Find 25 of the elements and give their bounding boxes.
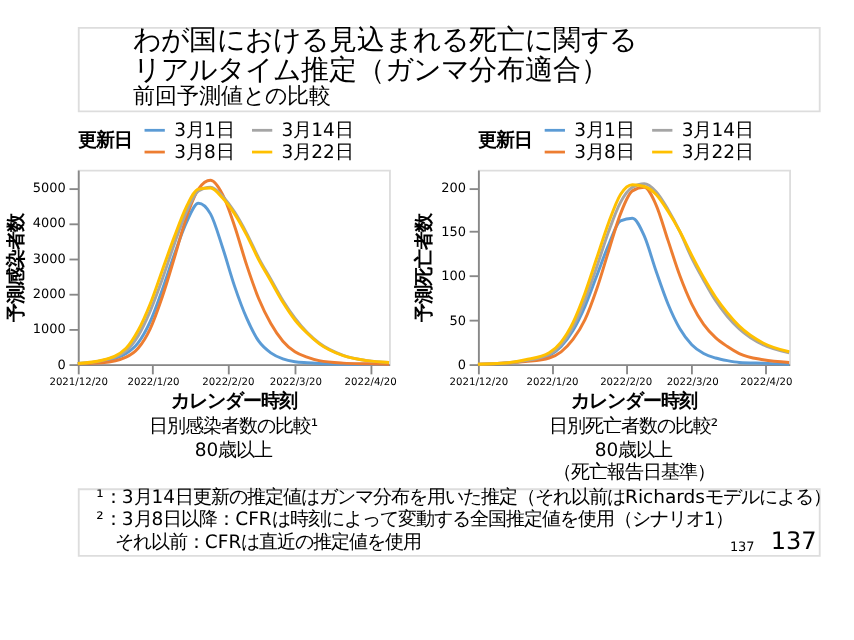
x-axis-title: カレンダー時刻 (571, 390, 698, 413)
text: リアルタイム推定（ガンマ分布適合） (133, 54, 610, 87)
text: 137 (770, 527, 817, 556)
text: ¹：3月14日更新の推定値はガンマ分布を用いた推定（それ以前はRichardsモデルによる） (96, 487, 831, 510)
legend-label: 3月14日 (281, 119, 353, 142)
legend-label: 3月14日 (681, 119, 754, 142)
y-axis-title: 予測感染者数 (5, 211, 28, 324)
legend-title: 更新日 (477, 129, 532, 152)
legend-label: 3月22日 (281, 141, 353, 164)
legend-label: 3月22日 (681, 141, 754, 164)
x-axis-title: カレンダー時刻 (171, 390, 298, 413)
text: 前回予測値との比較 (133, 82, 332, 109)
text: わが国における見込まれる死亡に関する (133, 25, 638, 58)
legend-label: 3月1日 (174, 119, 234, 142)
text: 80歳以上（死亡報告日基準） (552, 439, 715, 485)
legend-label: 3月1日 (574, 119, 634, 142)
text: ²：3月8日以降：CFRは時刻によって変動する全国推定値を使用（シナリオ1） (96, 509, 734, 532)
text: それ以前：CFRは直近の推定値を使用 (114, 531, 422, 554)
legend-label: 3月8日 (574, 141, 634, 164)
legend-title: 更新日 (77, 129, 132, 152)
text: 日別死亡者数の比較² (548, 415, 719, 438)
legend-label: 3月8日 (174, 141, 234, 164)
text: 80歳以上 (194, 439, 273, 462)
y-axis-title: 予測死亡者数 (414, 211, 437, 324)
text: 日別感染者数の比較¹ (148, 415, 319, 438)
